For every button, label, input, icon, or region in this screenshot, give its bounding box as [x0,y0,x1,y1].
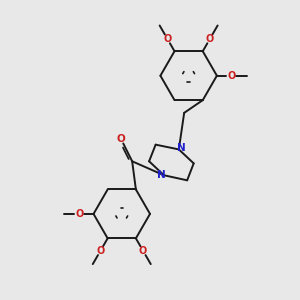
Text: O: O [96,246,105,256]
Text: O: O [116,134,125,144]
Text: N: N [177,143,186,153]
Text: O: O [227,71,235,81]
Text: O: O [75,209,83,219]
Text: O: O [163,34,172,44]
Text: N: N [157,170,165,180]
Text: O: O [206,34,214,44]
Text: O: O [139,246,147,256]
